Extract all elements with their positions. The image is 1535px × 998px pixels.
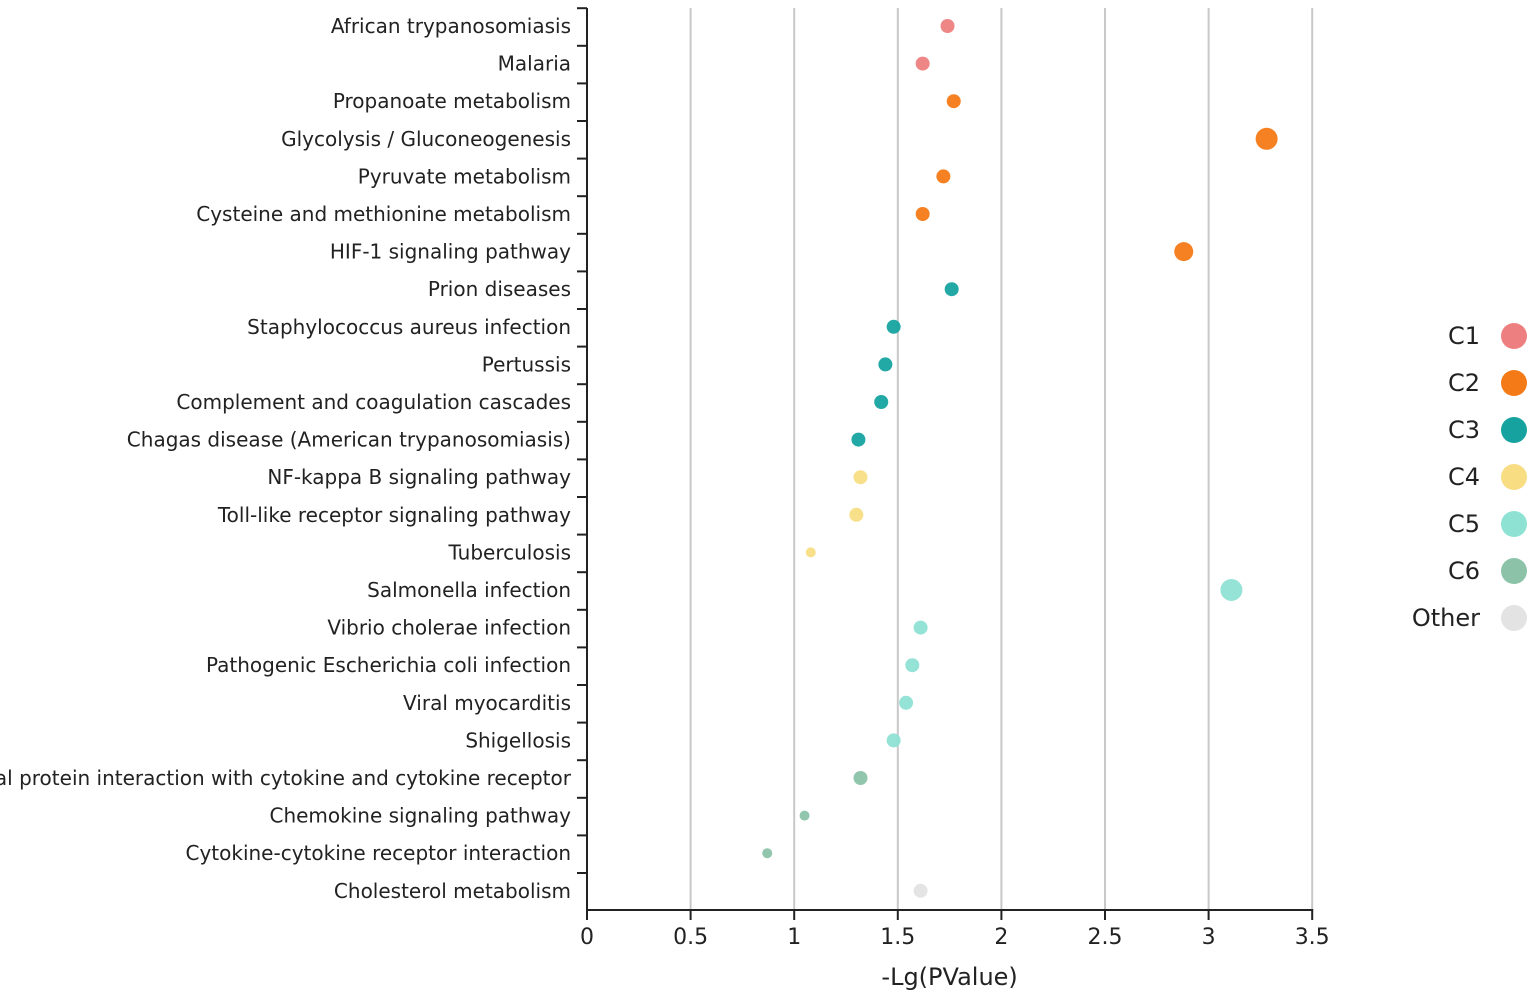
legend-label: C2 <box>1448 369 1480 397</box>
data-point <box>1220 579 1243 601</box>
data-point <box>905 658 920 673</box>
data-point <box>849 507 864 522</box>
data-point <box>940 19 955 33</box>
data-points <box>762 19 1278 898</box>
category-label: Chagas disease (American trypanosomiasis… <box>127 428 571 452</box>
data-point <box>805 547 816 558</box>
category-label: Pertussis <box>482 352 571 376</box>
data-point <box>915 207 930 221</box>
data-point <box>899 695 914 710</box>
category-label: Viral protein interaction with cytokine … <box>0 766 572 790</box>
data-point <box>1174 242 1194 262</box>
data-point <box>799 810 810 821</box>
category-label: Staphylococcus aureus infection <box>247 315 571 339</box>
data-point <box>944 282 959 297</box>
x-tick-label: 2.5 <box>1088 925 1123 950</box>
data-point <box>1255 127 1278 150</box>
category-label: NF-kappa B signaling pathway <box>267 465 571 489</box>
data-point <box>913 883 928 898</box>
x-tick-label: 0 <box>580 925 594 950</box>
x-tick-label: 1.5 <box>880 925 915 950</box>
data-point <box>886 319 901 334</box>
legend-label: Other <box>1412 604 1480 632</box>
category-label: Tuberculosis <box>448 540 572 564</box>
category-label: Salmonella infection <box>367 578 571 602</box>
category-labels: African trypanosomiasis Malaria Propanoate… <box>0 14 572 903</box>
data-point <box>936 169 951 184</box>
category-label: Cytokine-cytokine receptor interaction <box>185 841 571 865</box>
category-label: Chemokine signaling pathway <box>269 804 571 828</box>
legend-marker <box>1501 605 1527 631</box>
category-label: Propanoate metabolism <box>333 89 571 113</box>
legend-marker <box>1501 511 1527 537</box>
legend-label: C1 <box>1448 322 1480 350</box>
legend-label: C4 <box>1448 463 1480 491</box>
x-tick-label: 3.5 <box>1295 925 1330 950</box>
category-label: African trypanosomiasis <box>331 14 571 38</box>
category-label: Pathogenic Escherichia coli infection <box>206 653 571 677</box>
legend-marker <box>1501 323 1527 349</box>
data-point <box>915 56 930 71</box>
data-point <box>762 848 773 859</box>
data-point <box>851 432 866 447</box>
legend: C1 C2 C3 C4 C5 C6 Other <box>1412 322 1527 632</box>
data-point <box>913 620 928 635</box>
x-tick-label: 1 <box>787 925 801 950</box>
category-label: Prion diseases <box>428 277 571 301</box>
gridlines <box>689 8 1314 910</box>
data-point <box>853 470 868 485</box>
x-tick-labels: 0 0.5 1 1.5 2 2.5 3 3.5 <box>580 925 1330 950</box>
data-point <box>874 395 889 409</box>
category-label: HIF-1 signaling pathway <box>330 240 571 264</box>
category-label: Cysteine and methionine metabolism <box>196 202 571 226</box>
category-label: Pyruvate metabolism <box>358 164 571 188</box>
data-point <box>878 357 893 372</box>
category-label: Shigellosis <box>465 728 571 752</box>
x-tick-label: 3 <box>1202 925 1216 950</box>
category-label: Glycolysis / Gluconeogenesis <box>281 127 571 151</box>
x-tick-label: 0.5 <box>673 925 708 950</box>
axes <box>577 7 1314 920</box>
x-axis-title: -Lg(PValue) <box>881 963 1017 991</box>
legend-marker <box>1501 417 1527 443</box>
x-tick-label: 2 <box>994 925 1008 950</box>
legend-marker <box>1501 558 1527 584</box>
category-label: Cholesterol metabolism <box>334 879 571 903</box>
category-label: Malaria <box>498 52 571 76</box>
data-point <box>946 94 961 109</box>
legend-label: C5 <box>1448 510 1480 538</box>
category-label: Vibrio cholerae infection <box>327 616 571 640</box>
legend-label: C6 <box>1448 557 1480 585</box>
legend-marker <box>1501 370 1527 396</box>
category-label: Complement and coagulation cascades <box>176 390 571 414</box>
data-point <box>886 733 901 748</box>
category-label: Toll-like receptor signaling pathway <box>217 503 571 527</box>
legend-label: C3 <box>1448 416 1480 444</box>
data-point <box>853 771 868 785</box>
category-label: Viral myocarditis <box>403 691 571 715</box>
legend-marker <box>1501 464 1527 490</box>
